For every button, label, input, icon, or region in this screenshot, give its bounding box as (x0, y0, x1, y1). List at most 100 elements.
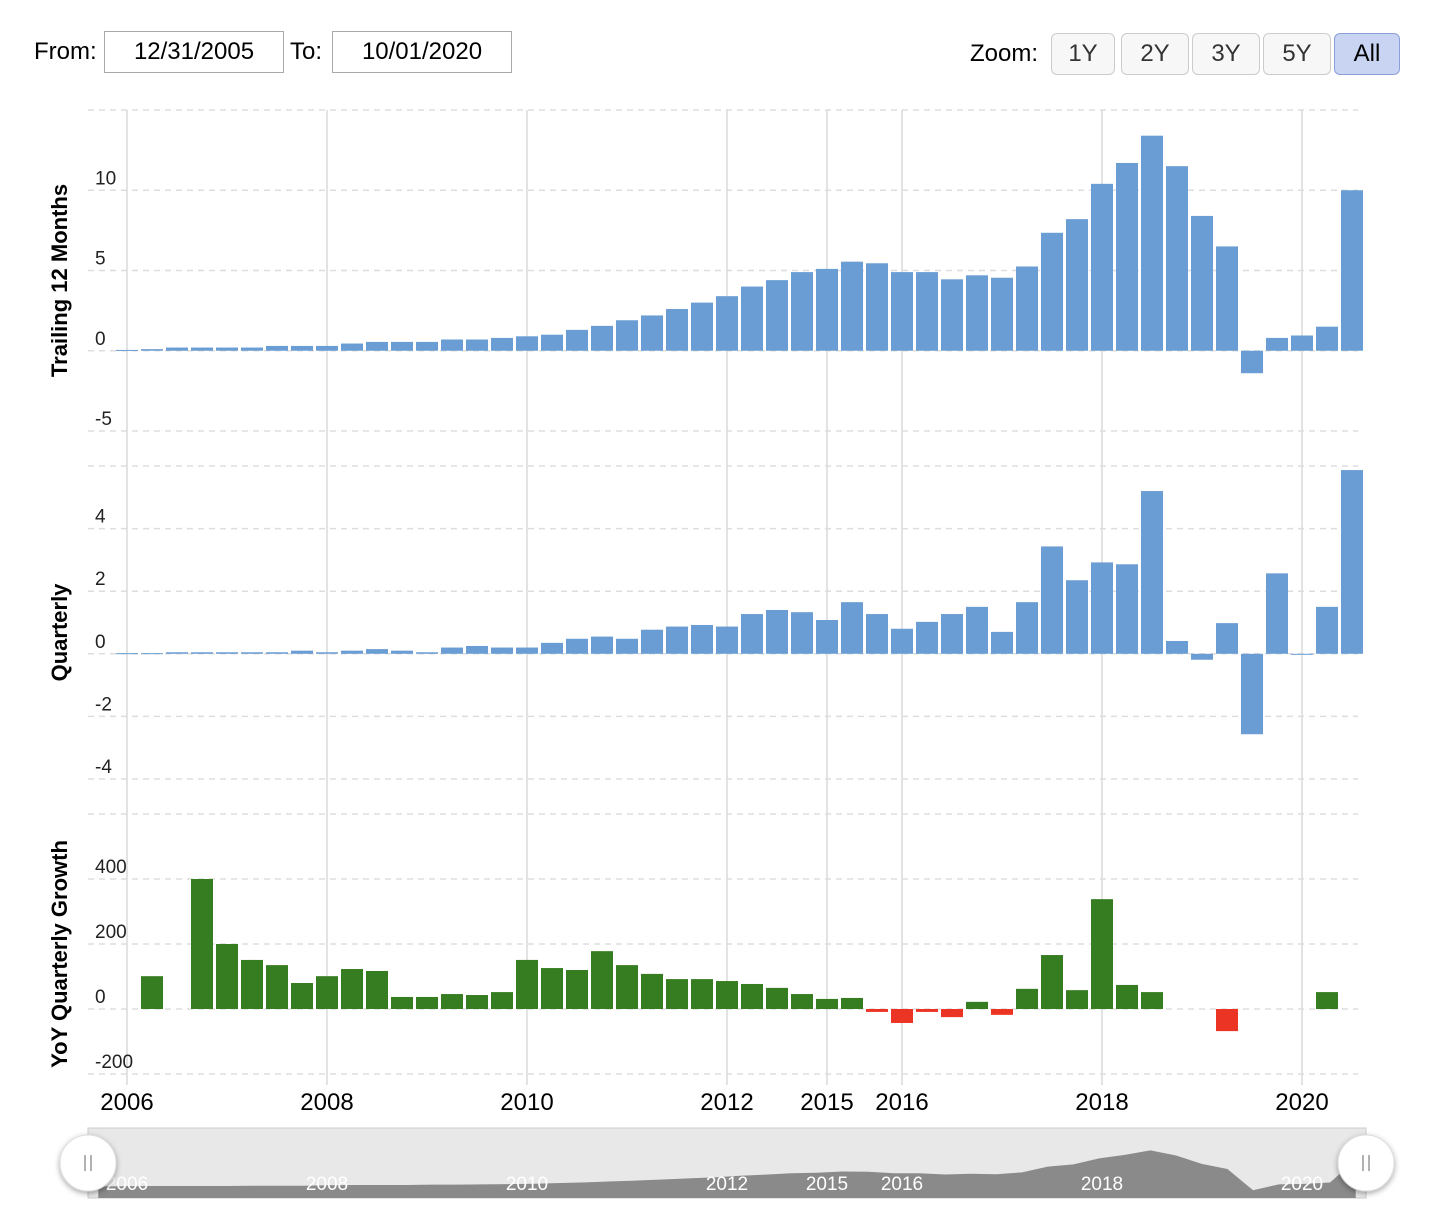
bar (1066, 580, 1088, 654)
bar (366, 341, 388, 351)
from-input[interactable]: 12/31/2005 (104, 31, 284, 73)
from-label: From: (34, 38, 97, 65)
navigator-handle (1337, 1134, 1395, 1192)
bar (891, 272, 913, 351)
bar (141, 976, 163, 1009)
bar (441, 339, 463, 351)
bar (266, 652, 288, 654)
bar (741, 286, 763, 351)
bar (266, 345, 288, 351)
bar (966, 606, 988, 654)
bar (316, 345, 338, 351)
bar (216, 652, 238, 654)
y-axis-title: Quarterly (47, 583, 72, 682)
to-input[interactable]: 10/01/2020 (332, 31, 512, 73)
zoom-button[interactable]: 5Y (1263, 33, 1331, 75)
bar (341, 650, 363, 654)
bar (1291, 335, 1313, 351)
navigator-label: 2016 (881, 1174, 923, 1195)
bar (416, 341, 438, 351)
bar (916, 621, 938, 654)
bar (466, 645, 488, 654)
bar (916, 1009, 938, 1012)
bar (491, 647, 513, 654)
bar (166, 347, 188, 351)
bar (591, 951, 613, 1009)
bar (341, 969, 363, 1009)
x-tick-label: 2010 (500, 1089, 553, 1116)
bar (991, 277, 1013, 351)
bar (541, 334, 563, 351)
navigator-label: 2006 (106, 1174, 148, 1195)
bar (941, 1009, 963, 1018)
zoom-label: Zoom: (970, 40, 1039, 67)
bar (166, 652, 188, 654)
bar (316, 976, 338, 1009)
y-tick-label: 0 (95, 987, 106, 1008)
bar (316, 652, 338, 654)
bar (1191, 653, 1213, 660)
bar (691, 302, 713, 351)
zoom-button[interactable]: 3Y (1192, 33, 1260, 75)
x-tick-label: 2016 (875, 1089, 928, 1116)
bar (916, 272, 938, 351)
bar (1016, 602, 1038, 654)
bar (391, 996, 413, 1009)
bar (1041, 232, 1063, 351)
bar (1116, 984, 1138, 1009)
bar (1041, 955, 1063, 1009)
bar (1216, 246, 1238, 351)
navigator-label: 2015 (806, 1174, 848, 1195)
bar (441, 647, 463, 654)
bar (766, 280, 788, 351)
bar (816, 998, 838, 1009)
bar (566, 329, 588, 351)
bar (241, 652, 263, 654)
bar (191, 652, 213, 654)
bar (716, 296, 738, 351)
bar (241, 347, 263, 351)
to-label: To: (290, 38, 323, 65)
bar (366, 649, 388, 654)
bar (366, 970, 388, 1009)
bar (391, 341, 413, 351)
navigator-label: 2018 (1081, 1174, 1123, 1195)
bar (891, 628, 913, 654)
bar (1016, 266, 1038, 351)
bar (941, 614, 963, 654)
bar (691, 979, 713, 1009)
bar (1316, 992, 1338, 1009)
zoom-button[interactable]: 2Y (1121, 33, 1189, 75)
bar (641, 315, 663, 351)
x-tick-label: 2020 (1275, 1089, 1328, 1116)
bar (1341, 470, 1363, 654)
y-tick-label: 2 (95, 569, 106, 590)
bar (291, 650, 313, 654)
bar (1291, 653, 1313, 655)
zoom-button[interactable]: All (1334, 33, 1400, 75)
bar (566, 970, 588, 1009)
bar (1091, 899, 1113, 1009)
bar (516, 959, 538, 1009)
bar (841, 602, 863, 654)
bar (1241, 653, 1263, 735)
bar (466, 995, 488, 1009)
bar (1341, 190, 1363, 351)
bar (266, 965, 288, 1009)
zoom-button[interactable]: 1Y (1051, 33, 1115, 75)
bar (666, 309, 688, 351)
bar (641, 973, 663, 1009)
bar (966, 1001, 988, 1009)
y-tick-label: -5 (95, 409, 112, 430)
bar (1116, 564, 1138, 654)
navigator-label: 2012 (706, 1174, 748, 1195)
x-tick-label: 2015 (800, 1089, 853, 1116)
bar (616, 638, 638, 654)
bar (116, 349, 138, 351)
bar (1116, 162, 1138, 351)
x-tick-label: 2012 (700, 1089, 753, 1116)
bar (1266, 573, 1288, 654)
bar (816, 268, 838, 351)
